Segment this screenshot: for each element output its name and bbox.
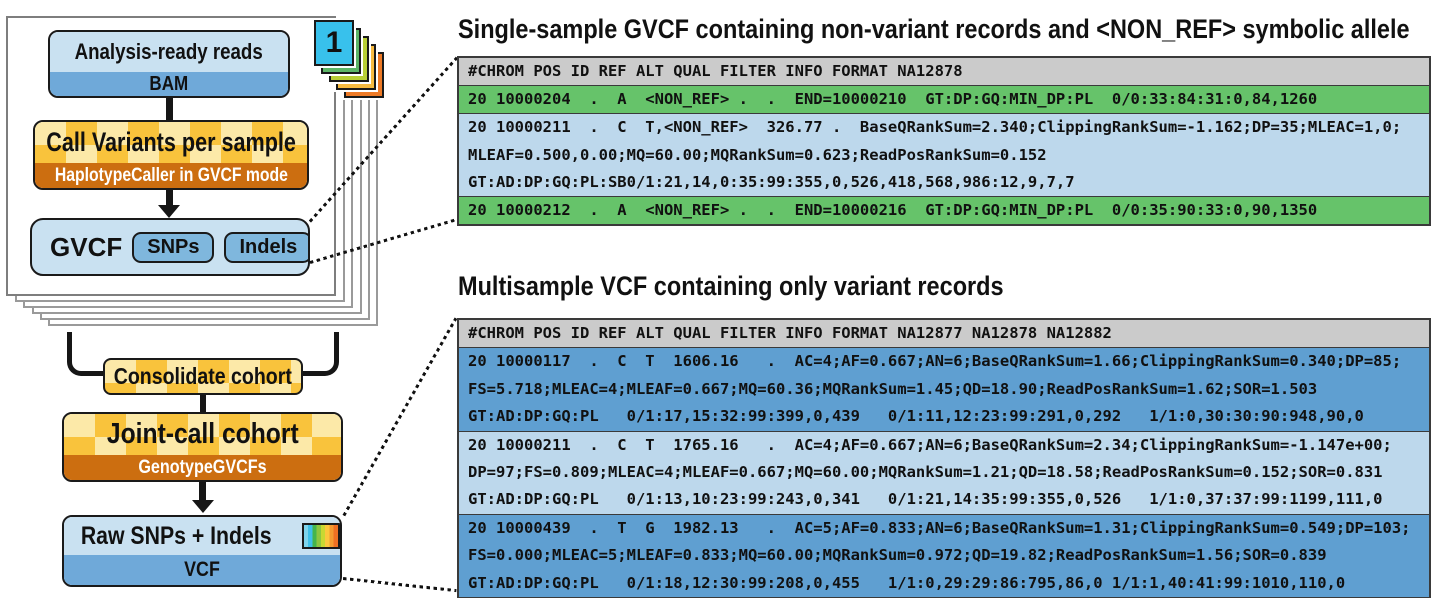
call-variants-box: Call Variants per sample HaplotypeCaller…: [33, 120, 309, 190]
reads-title: Analysis-ready reads: [50, 32, 288, 72]
record-line: 20 10000211 . C T,<NON_REF> 326.77 . Bas…: [468, 118, 1402, 137]
indels-chip: Indels: [224, 231, 308, 263]
gvcf-nonvariant-record: 20 10000212 . A <NON_REF> . . END=100002…: [459, 195, 1429, 225]
record-line: MLEAF=0.500,0.00;MQ=60.00;MQRankSum=0.62…: [468, 145, 1047, 164]
connector-stem: [200, 395, 206, 413]
record-line: 20 10000117 . C T 1606.16 . AC=4;AF=0.66…: [468, 352, 1402, 371]
joint-call-cohort-box: Joint-call cohort GenotypeGVCFs: [62, 412, 343, 482]
consolidate-cohort-box: Consolidate cohort: [103, 358, 303, 395]
record-line: GT:AD:DP:GQ:PL 0/1:18,12:30:99:208,0,455…: [468, 573, 1346, 592]
bam-format-strip: BAM: [50, 72, 288, 96]
genotypegvcfs-strip: GenotypeGVCFs: [64, 455, 341, 480]
gvcf-output-box: GVCF SNPs Indels: [30, 218, 310, 276]
callout-line-vcf-top: [342, 317, 458, 517]
raw-variants-box: Raw SNPs + Indels VCF: [62, 515, 342, 587]
vcf-panel-title: Multisample VCF containing only variant …: [458, 271, 1004, 301]
gather-bracket-left: [67, 332, 103, 376]
connector-stem: [165, 190, 173, 206]
call-variants-title: Call Variants per sample: [35, 122, 307, 163]
haplotypecaller-strip: HaplotypeCaller in GVCF mode: [35, 163, 307, 188]
connector-stem: [199, 482, 206, 501]
gvcf-label: GVCF: [50, 231, 123, 262]
sample-card-1: 1: [312, 18, 356, 68]
record-line: 20 10000212 . A <NON_REF> . . END=100002…: [468, 200, 1318, 219]
vcf-variant-record: 20 10000117 . C T 1606.16 . AC=4;AF=0.66…: [459, 348, 1429, 431]
gvcf-variant-record: 20 10000211 . C T,<NON_REF> 326.77 . Bas…: [459, 113, 1429, 196]
arrow-down-icon: [158, 205, 180, 218]
record-line: FS=0.000;MLEAC=5;MLEAF=0.833;MQ=60.00;MQ…: [468, 546, 1327, 565]
record-line: 20 10000211 . C T 1765.16 . AC=4;AF=0.66…: [468, 435, 1392, 454]
vcf-records-table: #CHROM POS ID REF ALT QUAL FILTER INFO F…: [457, 318, 1431, 598]
gvcf-nonvariant-record: 20 10000204 . A <NON_REF> . . END=100002…: [459, 86, 1429, 114]
gather-bracket-right: [303, 332, 339, 376]
snps-chip: SNPs: [132, 231, 215, 263]
gvcf-panel-title: Single-sample GVCF containing non-varian…: [458, 14, 1410, 44]
record-line: GT:AD:DP:GQ:PL 0/1:17,15:32:99:399,0,439…: [468, 407, 1364, 426]
vcf-header-row: #CHROM POS ID REF ALT QUAL FILTER INFO F…: [459, 320, 1429, 349]
multisample-rainbow-icon: [302, 523, 340, 549]
record-line: 20 10000439 . T G 1982.13 . AC=5;AF=0.83…: [468, 518, 1411, 537]
record-line: GT:AD:DP:GQ:PL:SB0/1:21,14,0:35:99:355,0…: [468, 172, 1075, 191]
record-line: FS=5.718;MLEAC=4;MLEAF=0.667;MQ=60.36;MQ…: [468, 379, 1318, 398]
analysis-ready-reads-box: Analysis-ready reads BAM: [48, 30, 290, 98]
record-line: 20 10000204 . A <NON_REF> . . END=100002…: [468, 90, 1318, 109]
record-line: DP=97;FS=0.809;MLEAC=4;MLEAF=0.667;MQ=60…: [468, 462, 1383, 481]
gvcf-header-row: #CHROM POS ID REF ALT QUAL FILTER INFO F…: [459, 58, 1429, 87]
vcf-variant-record: 20 10000211 . C T 1765.16 . AC=4;AF=0.66…: [459, 430, 1429, 514]
arrow-down-icon: [191, 500, 214, 513]
vcf-variant-record: 20 10000439 . T G 1982.13 . AC=5;AF=0.83…: [459, 513, 1429, 597]
sample-number: 1: [325, 26, 343, 59]
record-line: GT:AD:DP:GQ:PL 0/1:13,10:23:99:243,0,341…: [468, 490, 1383, 509]
connector-stem: [165, 98, 173, 120]
gvcf-records-table: #CHROM POS ID REF ALT QUAL FILTER INFO F…: [457, 56, 1431, 227]
raw-variants-title: Raw SNPs + Indels: [64, 517, 340, 555]
vcf-format-strip: VCF: [64, 555, 340, 585]
joint-call-title: Joint-call cohort: [64, 414, 341, 455]
callout-line-vcf-bottom: [342, 577, 457, 593]
